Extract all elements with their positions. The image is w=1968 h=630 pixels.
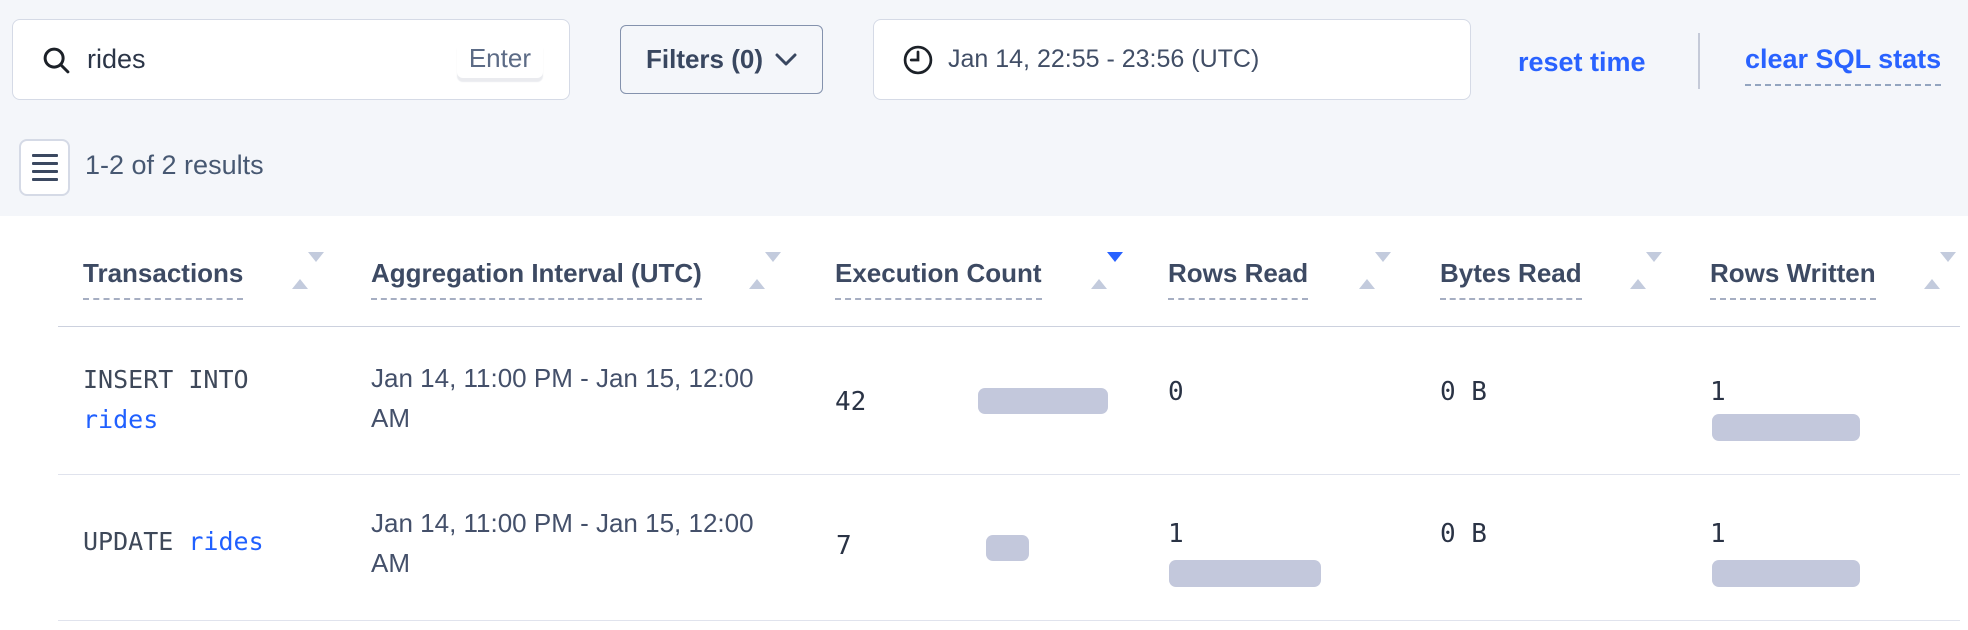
row-separator bbox=[58, 474, 1960, 475]
column-header-rows-written[interactable]: Rows Written bbox=[1710, 258, 1876, 300]
table-row-1-rows-read: 0 bbox=[1168, 377, 1184, 407]
table-row-1-transaction[interactable]: INSERT INTO rides bbox=[83, 360, 249, 440]
toolbar: rides Enter Filters (0) Jan 14, 22:55 - … bbox=[0, 0, 1968, 216]
filters-button[interactable]: Filters (0) bbox=[620, 25, 823, 94]
statement-prefix: UPDATE bbox=[83, 527, 174, 556]
table-row-1-rows-written: 1 bbox=[1710, 377, 1726, 407]
sort-icon-bytes-read[interactable] bbox=[1630, 252, 1662, 289]
sort-icon-aggregation-interval[interactable] bbox=[749, 252, 781, 289]
row-separator bbox=[58, 620, 1960, 621]
search-value[interactable]: rides bbox=[87, 44, 146, 74]
table-row-2-rows-written: 1 bbox=[1710, 519, 1726, 549]
time-range-button[interactable]: Jan 14, 22:55 - 23:56 (UTC) bbox=[873, 19, 1471, 100]
table-link-rides[interactable]: rides bbox=[188, 527, 264, 556]
chevron-down-icon bbox=[775, 53, 797, 65]
enter-key-hint: Enter bbox=[456, 41, 543, 78]
rows-written-bar bbox=[1712, 560, 1860, 587]
table-link-rides[interactable]: rides bbox=[83, 405, 159, 434]
sort-icon-execution-count[interactable] bbox=[1091, 252, 1123, 289]
header-separator bbox=[58, 326, 1960, 327]
search-input[interactable]: rides Enter bbox=[12, 19, 570, 100]
rows-written-bar bbox=[1712, 414, 1860, 441]
table-row-1-bytes-read: 0 B bbox=[1440, 377, 1487, 407]
column-header-aggregation-interval[interactable]: Aggregation Interval (UTC) bbox=[371, 258, 702, 300]
table-row-2-rows-read: 1 bbox=[1168, 519, 1184, 549]
reset-time-link[interactable]: reset time bbox=[1518, 47, 1646, 77]
sort-icon-rows-read[interactable] bbox=[1359, 252, 1391, 289]
filters-label: Filters (0) bbox=[645, 44, 764, 74]
time-range-label: Jan 14, 22:55 - 23:56 (UTC) bbox=[948, 45, 1260, 73]
column-header-bytes-read[interactable]: Bytes Read bbox=[1440, 258, 1582, 300]
table-row-2-bytes-read: 0 B bbox=[1440, 519, 1487, 549]
table-row-2-transaction[interactable]: UPDATE rides bbox=[83, 522, 264, 562]
toolbar-divider bbox=[1698, 33, 1700, 89]
column-header-execution-count[interactable]: Execution Count bbox=[835, 258, 1042, 300]
table-row-1-execution-count: 42 bbox=[835, 387, 867, 417]
transactions-table: Transactions Aggregation Interval (UTC) … bbox=[0, 216, 1968, 630]
results-count: 1-2 of 2 results bbox=[85, 150, 264, 180]
search-icon bbox=[43, 47, 70, 73]
table-row-2-interval: Jan 14, 11:00 PM - Jan 15, 12:00 AM bbox=[371, 508, 754, 578]
column-header-rows-read[interactable]: Rows Read bbox=[1168, 258, 1309, 300]
table-row-1-interval: Jan 14, 11:00 PM - Jan 15, 12:00 AM bbox=[371, 363, 754, 433]
rows-read-bar bbox=[1169, 560, 1321, 587]
clear-sql-stats-link[interactable]: clear SQL stats bbox=[1745, 44, 1942, 86]
sort-icon-transactions[interactable] bbox=[292, 252, 324, 289]
sort-icon-rows-written[interactable] bbox=[1924, 252, 1956, 289]
execution-count-bar bbox=[978, 388, 1108, 414]
execution-count-bar bbox=[986, 535, 1029, 561]
column-selector-button[interactable] bbox=[19, 139, 70, 196]
clock-icon bbox=[903, 45, 933, 74]
column-header-transactions[interactable]: Transactions bbox=[83, 258, 244, 300]
statement-prefix: INSERT INTO bbox=[83, 365, 249, 394]
table-row-2-execution-count: 7 bbox=[836, 531, 852, 561]
